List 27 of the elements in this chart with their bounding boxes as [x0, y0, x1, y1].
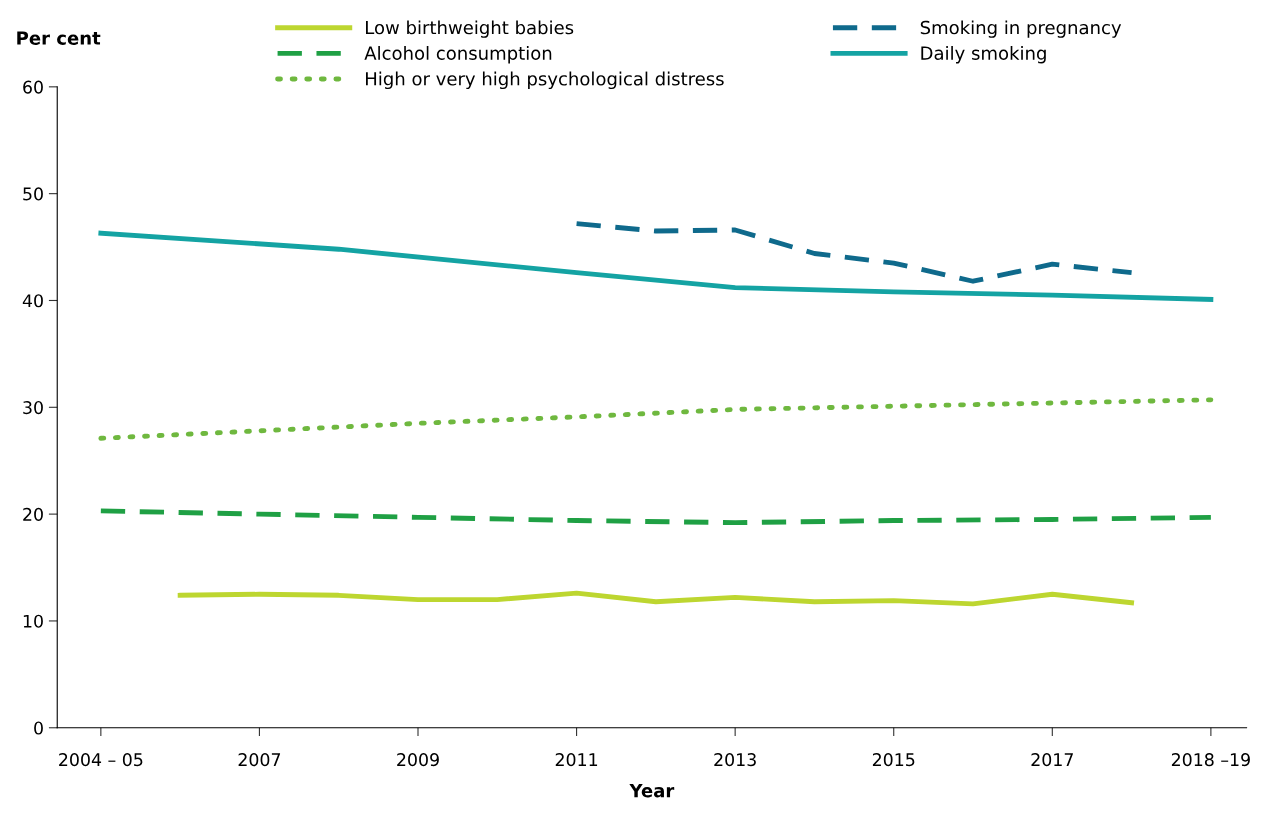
y-axis-title: Per cent [17, 31, 101, 45]
line-series [98, 397, 1214, 441]
legend-label: Smoking in pregnancy [920, 20, 1122, 38]
legend-label: Alcohol consumption [364, 45, 552, 64]
y-tick-label: 0 [34, 721, 43, 735]
line-series [574, 221, 1135, 284]
x-tick-label: 2011 [555, 753, 598, 767]
legend-label: Daily smoking [921, 45, 1046, 64]
y-tick-label: 30 [23, 401, 43, 415]
y-tick-label: 20 [23, 507, 43, 521]
x-tick-label: 2018 –19 [1171, 753, 1250, 767]
line-series [177, 590, 1135, 607]
x-tick-label: 2004 – 05 [59, 753, 143, 767]
y-tick-label: 50 [23, 187, 43, 201]
y-tick-label: 40 [22, 294, 43, 308]
line-series [98, 230, 1214, 302]
legend-label: High or very high psychological distress [366, 71, 724, 90]
x-tick-label: 2007 [238, 753, 281, 767]
x-tick-label: 2017 [1031, 753, 1073, 767]
y-tick-label: 10 [23, 614, 43, 628]
y-tick-label: 60 [23, 80, 43, 94]
x-tick-label: 2015 [872, 753, 915, 767]
legend-label: Low birthweight babies [366, 20, 574, 38]
x-tick-label: 2013 [714, 753, 756, 767]
line-series [98, 508, 1214, 526]
x-tick-label: 2009 [397, 753, 439, 767]
x-axis-title: Year [629, 784, 675, 798]
